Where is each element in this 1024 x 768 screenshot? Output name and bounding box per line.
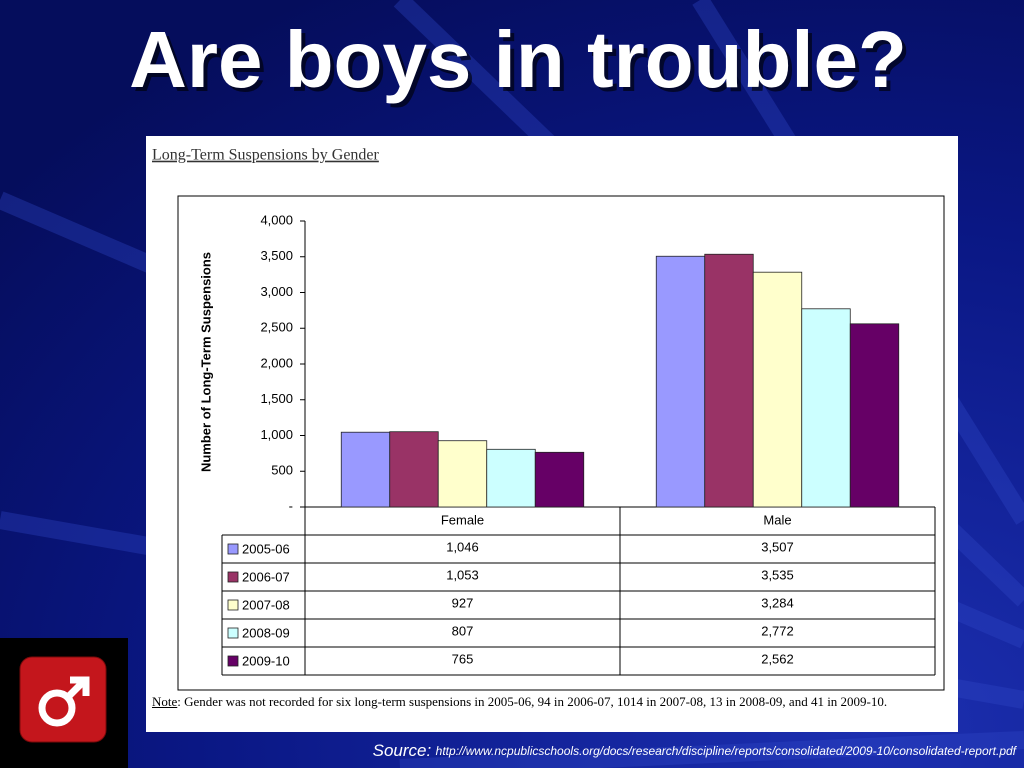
y-tick-label: 2,000	[260, 355, 293, 370]
bar	[437, 440, 488, 508]
title-shadow: Are boys in trouble?	[133, 19, 911, 108]
y-tick-label: 500	[271, 463, 293, 478]
legend-swatch	[227, 627, 239, 639]
table-value: 3,535	[761, 567, 794, 582]
note-label: Note	[152, 694, 178, 709]
legend-swatch	[227, 571, 239, 583]
bar	[801, 308, 851, 508]
y-tick-label: -	[289, 498, 293, 513]
chart-title: Long-Term Suspensions by Gender	[152, 147, 380, 164]
slide-title: Are boys in trouble?	[129, 15, 907, 104]
table-value: 927	[452, 595, 474, 610]
y-tick-label: 2,500	[260, 320, 293, 335]
y-axis-label: Number of Long-Term Suspensions	[198, 252, 213, 472]
bar	[704, 253, 754, 508]
bar	[340, 431, 391, 508]
legend-swatch	[227, 599, 239, 611]
legend-swatch	[227, 543, 239, 555]
note-text: : Gender was not recorded for six long-t…	[177, 694, 888, 709]
bar	[389, 431, 439, 508]
x-tick-label: Male	[763, 512, 791, 527]
legend-label: 2005-06	[242, 541, 290, 556]
legend-label: 2008-09	[242, 625, 290, 640]
legend-swatch	[227, 655, 239, 667]
x-tick-label: Female	[441, 512, 484, 527]
source-url: http://www.ncpublicschools.org/docs/rese…	[436, 744, 1018, 758]
legend-label: 2006-07	[242, 569, 290, 584]
bar	[534, 451, 585, 508]
bar	[486, 448, 536, 508]
table-value: 3,507	[761, 539, 794, 554]
y-tick-label: 3,500	[260, 248, 293, 263]
table-value: 2,772	[761, 623, 794, 638]
table-value: 807	[452, 623, 474, 638]
bar	[752, 271, 803, 508]
y-tick-label: 1,500	[260, 391, 293, 406]
male-symbol	[38, 676, 90, 727]
bar	[849, 323, 900, 508]
table-value: 765	[452, 651, 474, 666]
note: Note: Gender was not recorded for six lo…	[152, 694, 912, 710]
source-label: Source:	[373, 741, 432, 760]
table-value: 1,046	[446, 539, 479, 554]
table-value: 2,562	[761, 651, 794, 666]
legend-label: 2009-10	[242, 653, 290, 668]
y-tick-label: 1,000	[260, 427, 293, 442]
y-tick-label: 3,000	[260, 284, 293, 299]
bar	[655, 255, 706, 508]
legend-label: 2007-08	[242, 597, 290, 612]
male-icon	[19, 656, 107, 743]
table-value: 3,284	[761, 595, 794, 610]
y-tick-label: 4,000	[260, 212, 293, 227]
table-value: 1,053	[446, 567, 479, 582]
plot-border	[177, 195, 945, 691]
source: Source: http://www.ncpublicschools.org/d…	[373, 741, 1018, 760]
